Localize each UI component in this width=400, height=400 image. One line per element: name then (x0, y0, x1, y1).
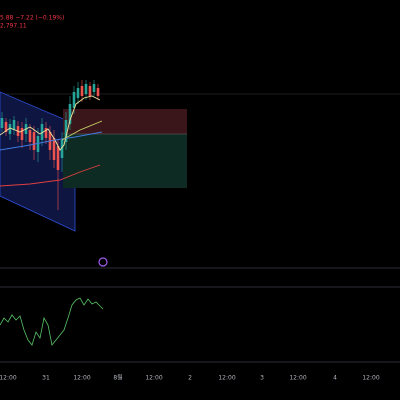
time-label: 12:00 (289, 375, 306, 382)
candle-body (68, 104, 72, 124)
candle-body (64, 120, 68, 142)
time-label: 12:00 (73, 375, 90, 382)
candle-body (0, 118, 4, 128)
trend-line (0, 131, 103, 151)
candle-body (36, 136, 40, 152)
candle-body (92, 84, 96, 92)
legend-value: 2,797.11 (0, 23, 27, 30)
candle-body (84, 84, 88, 94)
candle-body (40, 124, 44, 140)
candle-body (4, 122, 8, 132)
time-label: 12:00 (218, 375, 235, 382)
time-axis: 12:00 31 12:00 8월 12:00 2 12:00 3 12:00 4 12:00 (0, 374, 380, 382)
candle-body (60, 140, 64, 158)
oscillator-line (0, 297, 104, 346)
candle-body (96, 88, 100, 96)
legend-change: 5.88 −7.22 (−0.19%) (0, 15, 64, 22)
candle-body (12, 120, 16, 130)
ma-long (0, 164, 101, 187)
target-zone (63, 134, 187, 188)
candle-body (44, 128, 48, 138)
candle-body (88, 86, 92, 96)
candle-body (28, 130, 32, 142)
ma-slow (61, 120, 103, 141)
candle-body (52, 138, 56, 160)
time-label: 4 (333, 375, 337, 382)
indicator-icon[interactable] (98, 257, 108, 267)
candle-body (80, 86, 84, 96)
candle-body (76, 88, 80, 98)
candle-body (8, 124, 12, 134)
time-label: 12:00 (362, 375, 379, 382)
time-label: 8월 (113, 374, 122, 382)
candle-body (56, 146, 60, 170)
candle-body (20, 128, 24, 140)
time-label: 31 (42, 375, 50, 382)
moving-average (0, 95, 101, 151)
candle-body (32, 132, 36, 150)
time-label: 12:00 (145, 375, 162, 382)
time-label: 12:00 (0, 375, 17, 382)
time-label: 3 (260, 375, 264, 382)
stop-zone (63, 109, 187, 134)
time-label: 2 (188, 375, 192, 382)
candle-body (72, 92, 76, 108)
